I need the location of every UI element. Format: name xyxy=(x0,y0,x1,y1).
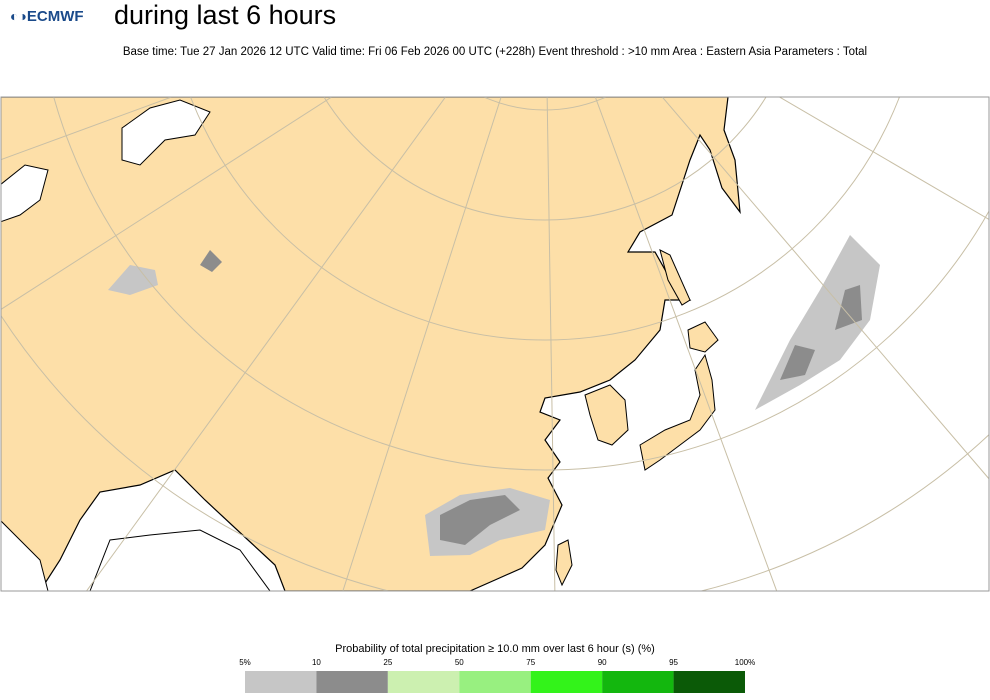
korea xyxy=(584,384,629,446)
sea xyxy=(89,529,271,591)
legend-label: 25 xyxy=(383,658,392,667)
legend-swatch xyxy=(387,671,460,693)
logo-icon: ◐◑ xyxy=(10,8,27,24)
legend-label: 50 xyxy=(455,658,464,667)
legend-label: 90 xyxy=(598,658,607,667)
map xyxy=(0,96,990,592)
legend-label: 10 xyxy=(312,658,321,667)
legend-label: 5% xyxy=(239,658,251,667)
map-frame xyxy=(0,96,990,592)
legend-swatch xyxy=(316,671,388,693)
sea xyxy=(1,520,49,591)
legend-label: 95 xyxy=(669,658,678,667)
sea xyxy=(121,99,211,166)
title: during last 6 hours xyxy=(114,0,337,30)
sakhalin xyxy=(659,249,691,306)
japan xyxy=(639,353,716,471)
japan-north xyxy=(687,321,719,353)
taiwan xyxy=(555,539,573,587)
legend-swatch xyxy=(459,671,531,693)
sea xyxy=(1,164,49,223)
legend-swatch xyxy=(245,671,317,693)
legend-label: 100% xyxy=(735,658,755,667)
logo-text: ECMWF xyxy=(26,8,84,25)
legend-swatch xyxy=(530,671,603,693)
legend-swatch xyxy=(673,671,745,693)
legend-label: 75 xyxy=(526,658,535,667)
subtitle: Base time: Tue 27 Jan 2026 12 UTC Valid … xyxy=(122,46,868,58)
logo: ◐◑ECMWF xyxy=(10,8,84,25)
legend-title: Probability of total precipitation ≥ 10.… xyxy=(335,643,655,655)
graticule xyxy=(1,97,989,591)
legend: Probability of total precipitation ≥ 10.… xyxy=(239,643,755,693)
legend-swatch xyxy=(602,671,674,693)
precip-areas xyxy=(108,235,880,556)
